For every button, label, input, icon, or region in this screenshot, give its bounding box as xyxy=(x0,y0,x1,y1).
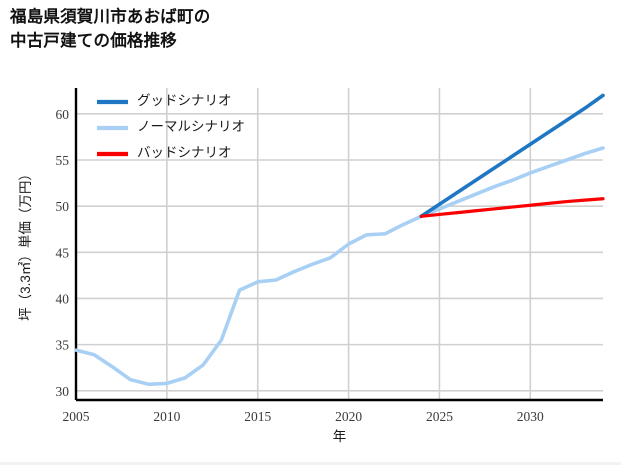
x-axis-tick-label: 2025 xyxy=(426,409,453,424)
y-axis-tick-label: 50 xyxy=(56,199,70,214)
series-line-bad xyxy=(419,197,605,218)
legend-label-3: バッドシナリオ xyxy=(137,145,232,160)
series-line-normal xyxy=(74,146,605,387)
x-axis-tick-label: 2010 xyxy=(153,409,180,424)
series-line-good xyxy=(419,93,605,219)
y-axis-tick-label: 60 xyxy=(56,107,70,122)
legend-label-2: ノーマルシナリオ xyxy=(137,119,245,134)
x-axis-tick-label: 2015 xyxy=(244,409,271,424)
y-axis-tick-label: 30 xyxy=(56,384,70,399)
y-axis-tick-label: 45 xyxy=(56,245,70,260)
x-axis-tick-label: 2020 xyxy=(335,409,362,424)
x-axis-tick-label: 2030 xyxy=(517,409,544,424)
y-axis-tick-label: 35 xyxy=(56,338,70,353)
x-axis-tick-label: 2005 xyxy=(63,409,90,424)
x-axis-label: 年 xyxy=(333,429,347,444)
legend-label-1: グッドシナリオ xyxy=(137,93,232,108)
y-axis-tick-label: 40 xyxy=(56,291,70,306)
y-axis-label: 坪（3.3㎡）単価（万円） xyxy=(18,167,33,321)
page-title: 福島県須賀川市あおば町の 中古戸建ての価格推移 xyxy=(10,8,211,50)
bottom-divider xyxy=(0,462,621,465)
plot-area xyxy=(76,88,603,400)
y-axis-tick-label: 55 xyxy=(56,153,70,168)
